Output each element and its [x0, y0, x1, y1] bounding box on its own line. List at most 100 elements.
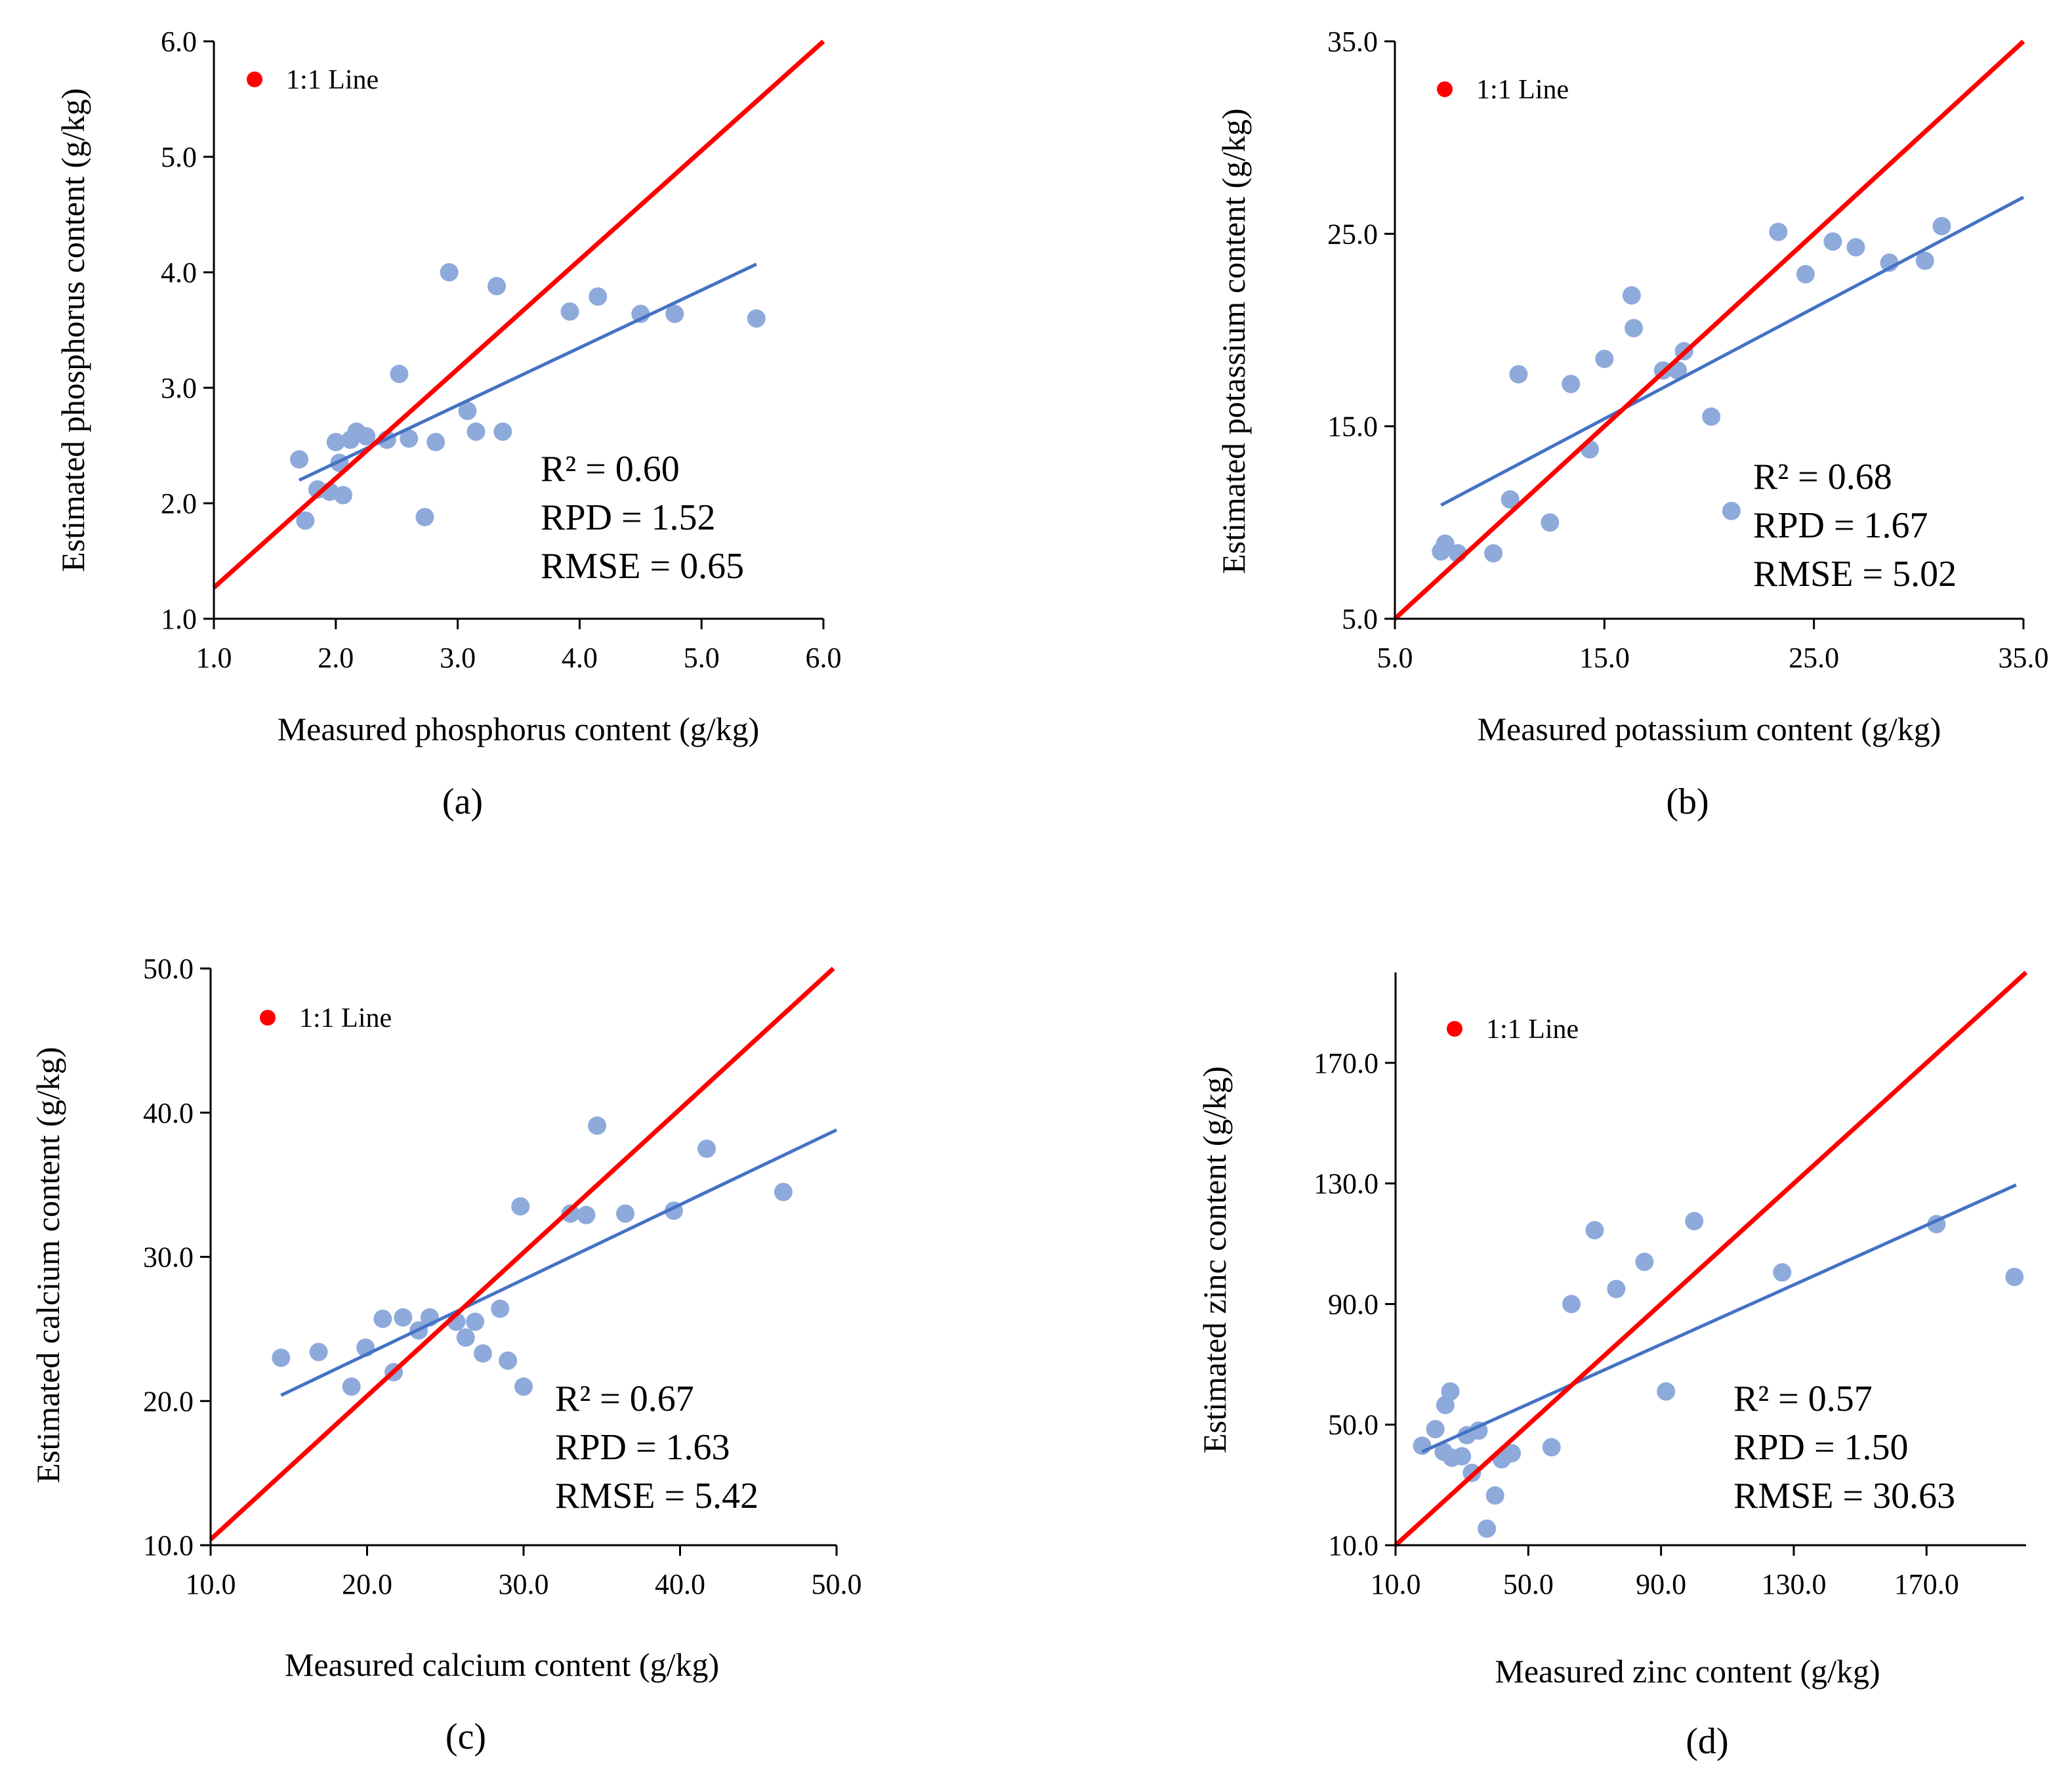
data-point [1426, 1420, 1445, 1439]
data-point [458, 402, 477, 421]
stat-r2: R² = 0.60 [541, 449, 680, 489]
y-axis-title: Estimated potassium content (g/kg) [1215, 108, 1252, 574]
data-point [514, 1377, 533, 1396]
data-point [342, 1377, 361, 1396]
stat-rmse: RMSE = 30.63 [1733, 1476, 1955, 1516]
y-tick-label: 40.0 [143, 1097, 194, 1129]
x-tick-label: 130.0 [1761, 1568, 1826, 1600]
data-point [588, 1116, 607, 1135]
data-point [1595, 350, 1614, 368]
x-tick-label: 5.0 [1377, 642, 1413, 674]
stat-rpd: RPD = 1.67 [1753, 505, 1928, 546]
data-point [1702, 407, 1721, 426]
data-point [326, 432, 345, 451]
data-point [1485, 1486, 1504, 1505]
panel-a: 1.0 2.0 3.0 4.0 5.0 6.0 1.0 2.0 3.0 4.0 5.0 6.0 Mea… [54, 26, 842, 822]
data-point [589, 287, 608, 306]
data-point [1501, 490, 1520, 509]
y-axis-title: Estimated zinc content (g/kg) [1196, 1066, 1233, 1453]
data-point [774, 1182, 793, 1201]
y-tick-label: 5.0 [161, 141, 197, 173]
data-point [466, 422, 486, 441]
stat-rmse: RMSE = 5.02 [1753, 554, 1957, 594]
data-point [1541, 513, 1560, 532]
y-tick-label: 50.0 [143, 953, 194, 985]
data-point [493, 422, 512, 441]
y-axis-title: Estimated phosphorus content (g/kg) [54, 88, 91, 572]
data-point [577, 1205, 596, 1224]
regression-line [280, 1128, 838, 1397]
legend-marker [1447, 1021, 1462, 1037]
y-tick-label: 10.0 [1328, 1529, 1378, 1562]
data-point [1562, 1295, 1581, 1314]
data-point [1441, 1382, 1460, 1401]
data-point [309, 1342, 328, 1362]
data-point [1773, 1263, 1792, 1282]
x-tick-label: 2.0 [318, 642, 354, 674]
data-point [1542, 1438, 1561, 1457]
data-point [1796, 264, 1815, 283]
y-tick-label: 170.0 [1314, 1047, 1378, 1079]
data-point [1562, 375, 1581, 394]
data-point [390, 364, 409, 383]
data-point [560, 302, 579, 321]
stat-r2: R² = 0.57 [1733, 1379, 1873, 1419]
panel-b: 5.0 15.0 25.0 35.0 5.0 15.0 25.0 35.0 Measured … [1215, 26, 2049, 822]
stat-rmse: RMSE = 0.65 [541, 546, 744, 587]
data-point [456, 1328, 475, 1347]
data-point [1453, 1447, 1472, 1466]
panel-label: (b) [1666, 781, 1709, 822]
data-point [415, 508, 434, 527]
stat-r2: R² = 0.67 [555, 1379, 694, 1419]
data-point [1509, 365, 1528, 384]
y-tick-label: 4.0 [161, 257, 197, 289]
y-tick-label: 2.0 [161, 488, 197, 520]
y-tick-label: 130.0 [1314, 1168, 1378, 1200]
legend-marker [247, 72, 262, 87]
y-tick-label: 3.0 [161, 372, 197, 404]
data-point [272, 1348, 291, 1367]
x-tick-label: 10.0 [1371, 1568, 1421, 1600]
one-to-one-line [209, 967, 835, 1541]
data-point [616, 1204, 635, 1223]
data-point [1436, 534, 1455, 553]
data-point [1823, 232, 1842, 251]
panel-label: (d) [1686, 1721, 1728, 1762]
data-point [491, 1299, 510, 1318]
y-tick-label: 50.0 [1328, 1409, 1378, 1441]
x-tick-label: 20.0 [342, 1568, 392, 1600]
data-point [466, 1312, 485, 1331]
data-point [2005, 1268, 2024, 1287]
stat-r2: R² = 0.68 [1753, 457, 1892, 497]
legend-label: 1:1 Line [1486, 1014, 1579, 1045]
data-point [1502, 1444, 1522, 1463]
panel-label: (c) [445, 1716, 486, 1757]
data-point [1478, 1519, 1497, 1538]
x-tick-label: 50.0 [812, 1568, 862, 1600]
stat-rpd: RPD = 1.52 [541, 497, 716, 538]
x-tick-label: 30.0 [499, 1568, 549, 1600]
data-point [561, 1204, 580, 1223]
data-point [373, 1309, 392, 1328]
x-tick-label: 40.0 [655, 1568, 705, 1600]
x-tick-label: 90.0 [1636, 1568, 1686, 1600]
legend-label: 1:1 Line [1476, 75, 1569, 105]
one-to-one-line [1393, 39, 2025, 621]
data-point [1607, 1279, 1626, 1299]
panel-label: (a) [442, 781, 483, 822]
data-point [1932, 217, 1951, 236]
x-tick-label: 170.0 [1894, 1568, 1959, 1600]
data-point [473, 1344, 492, 1363]
y-tick-label: 30.0 [143, 1241, 194, 1274]
one-to-one-line [212, 39, 825, 590]
data-point [1846, 238, 1865, 257]
y-tick-label: 1.0 [161, 603, 197, 635]
data-point [290, 450, 309, 469]
data-point [400, 429, 419, 448]
panel-c: 10.0 20.0 30.0 40.0 50.0 10.0 20.0 30.0 40.0 50.0… [30, 953, 862, 1757]
data-point [440, 263, 459, 281]
data-point [665, 304, 684, 323]
x-tick-label: 35.0 [1999, 642, 2049, 674]
legend-marker [1437, 81, 1453, 97]
